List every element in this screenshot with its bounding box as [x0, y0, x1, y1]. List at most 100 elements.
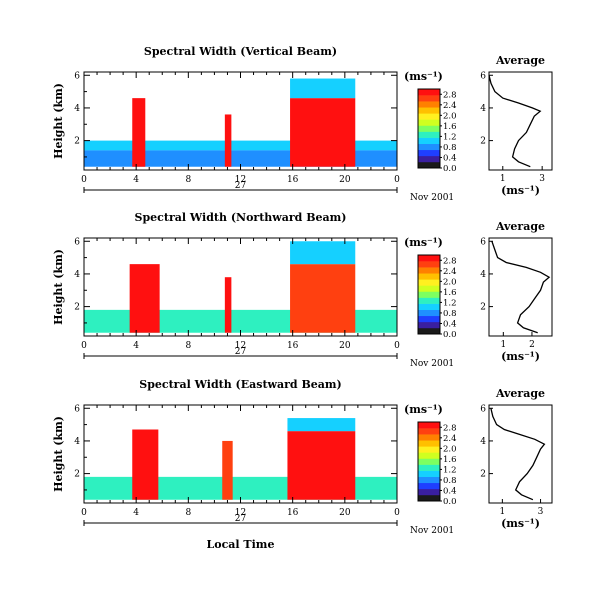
y-tick-label: 2 [74, 137, 80, 147]
average-x-label: (ms⁻¹) [501, 184, 540, 197]
colorbar-tick-label: 0.4 [443, 486, 457, 496]
x-tick-label: 4 [133, 175, 139, 185]
month-label: Nov 2001 [410, 526, 454, 536]
colorbar-segment [418, 95, 440, 102]
heatmap-cell-2 [132, 98, 146, 167]
colorbar-segment [418, 267, 440, 274]
y-tick-label: 6 [74, 404, 80, 414]
colorbar-segment [418, 321, 440, 329]
colorbar-tick-label: 2.8 [443, 256, 457, 266]
colorbar-segment [418, 422, 440, 429]
x-tick-label: 0 [394, 508, 400, 518]
y-axis-label: Height (km) [52, 83, 65, 159]
date-label: 27 [235, 347, 247, 357]
average-x-tick-label: 2 [529, 340, 535, 350]
average-title: Average [495, 220, 545, 233]
colorbar-segment [418, 434, 440, 441]
colorbar-tick-label: 2.4 [443, 267, 457, 277]
panel-title: Spectral Width (Eastward Beam) [139, 378, 341, 391]
average-y-tick-label: 6 [480, 404, 486, 414]
heatmap-cell-4 [290, 98, 356, 167]
colorbar-tick-label: 1.2 [443, 132, 457, 142]
colorbar-segment [418, 107, 440, 114]
colorbar-segment [418, 119, 440, 126]
colorbar-tick-label: 0.0 [443, 164, 457, 174]
y-tick-label: 4 [74, 437, 80, 447]
average-title: Average [495, 54, 545, 67]
colorbar-segment [418, 428, 440, 435]
panel-title: Spectral Width (Northward Beam) [135, 211, 347, 224]
x-tick-label: 8 [185, 508, 191, 518]
colorbar-tick-label: 0.8 [443, 476, 457, 486]
colorbar-segment [418, 488, 440, 496]
colorbar-segment [418, 261, 440, 268]
x-tick-label: 20 [339, 341, 351, 351]
heatmap-cell-2 [224, 277, 232, 333]
x-tick-label: 0 [81, 175, 87, 185]
heatmap-cell-4 [287, 418, 356, 432]
x-tick-label: 16 [287, 341, 299, 351]
colorbar-segment [418, 476, 440, 484]
colorbar-tick-label: 2.8 [443, 423, 457, 433]
y-tick-label: 4 [74, 104, 80, 114]
month-label: Nov 2001 [410, 193, 454, 203]
panel-2: Spectral Width (Eastward Beam)0 4 8 12 16 20 0… [52, 378, 553, 536]
colorbar-segment [418, 309, 440, 317]
average-frame [488, 237, 553, 337]
colorbar-tick-label: 1.2 [443, 298, 457, 308]
colorbar-segment [418, 255, 440, 262]
x-tick-label: 0 [81, 508, 87, 518]
x-tick-label: 20 [339, 175, 351, 185]
colorbar-tick-label: 2.0 [443, 277, 457, 287]
colorbar-tick-label: 2.0 [443, 111, 457, 121]
average-x-tick-label: 3 [538, 507, 544, 517]
colorbar-tick-label: 0.8 [443, 143, 457, 153]
average-x-tick-label: 1 [500, 340, 506, 350]
colorbar-segment [418, 101, 440, 108]
average-y-tick-label: 2 [480, 303, 486, 313]
x-tick-label: 12 [235, 341, 246, 351]
panel-1: Spectral Width (Northward Beam)0 4 8 12 16 20… [52, 211, 553, 369]
x-tick-label: 16 [287, 508, 299, 518]
x-axis-label: Local Time [207, 538, 275, 551]
x-tick-label: 8 [185, 341, 191, 351]
heatmap-cell-1 [129, 264, 160, 333]
average-y-tick-label: 2 [480, 470, 486, 480]
y-tick-label: 2 [74, 470, 80, 480]
colorbar-frame [417, 254, 441, 335]
x-tick-label: 4 [133, 341, 139, 351]
average-y-tick-label: 4 [480, 104, 486, 114]
colorbar-segment [418, 482, 440, 490]
colorbar-segment [418, 113, 440, 120]
colorbar-tick-label: 0.0 [443, 330, 457, 340]
colorbar-segment [418, 125, 440, 132]
colorbar-segment [418, 273, 440, 280]
colorbar-segment [418, 137, 440, 144]
colorbar-tick-label: 2.0 [443, 444, 457, 454]
average-profile-line [490, 408, 546, 501]
average-x-tick-label: 3 [539, 174, 545, 184]
average-title: Average [495, 387, 545, 400]
colorbar-tick-label: 1.6 [443, 288, 457, 298]
colorbar-segment [418, 291, 440, 298]
colorbar-unit: (ms⁻¹) [404, 236, 443, 249]
colorbar-segment [418, 315, 440, 323]
y-tick-label: 6 [74, 237, 80, 247]
x-tick-label: 16 [287, 175, 299, 185]
average-frame [488, 404, 553, 504]
heatmap-cells [84, 241, 397, 333]
colorbar-segment [418, 440, 440, 447]
x-tick-label: 8 [185, 175, 191, 185]
y-axis-label: Height (km) [52, 416, 65, 492]
colorbar-segment [418, 161, 440, 169]
average-profile-line [491, 241, 551, 334]
panel-title: Spectral Width (Vertical Beam) [144, 45, 337, 58]
heatmap-cell-5 [290, 78, 356, 99]
average-y-tick-label: 2 [480, 137, 486, 147]
colorbar-segment [418, 149, 440, 157]
heatmap-cell-1 [132, 429, 159, 500]
colorbar-segment [418, 285, 440, 292]
average-y-tick-label: 6 [480, 237, 486, 247]
heatmap-cell-4 [290, 241, 356, 265]
